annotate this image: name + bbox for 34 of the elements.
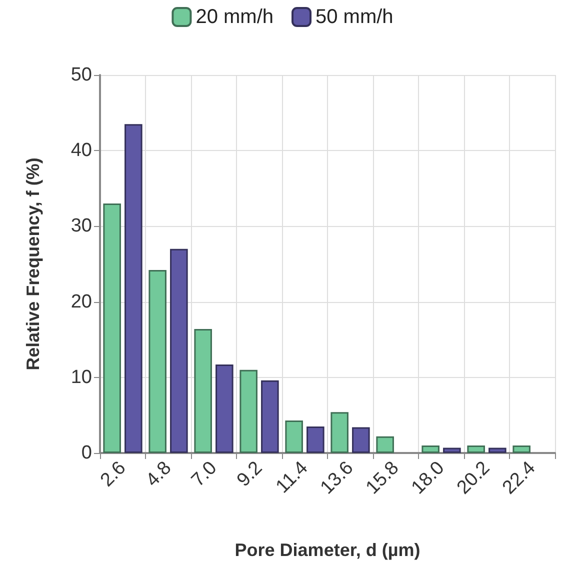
- legend-label: 50 mm/h: [316, 6, 394, 28]
- x-tick-label: 2.6: [96, 458, 130, 492]
- bar: [124, 124, 142, 453]
- y-tick-label: 20: [70, 291, 92, 312]
- x-tick-label: 11.4: [272, 458, 312, 498]
- bar: [443, 448, 461, 453]
- x-tick-label: 9.2: [233, 458, 267, 492]
- bar: [330, 412, 348, 453]
- bar: [103, 204, 121, 453]
- bar: [306, 426, 324, 453]
- bar: [488, 448, 506, 453]
- bar: [261, 380, 279, 453]
- bar: [148, 270, 166, 453]
- bar: [216, 364, 234, 453]
- bar: [194, 329, 212, 453]
- y-tick-label: 10: [70, 366, 92, 388]
- x-tick-label: 7.0: [188, 458, 222, 492]
- y-tick-label: 50: [70, 64, 92, 86]
- bar: [512, 445, 530, 453]
- bar: [352, 427, 370, 453]
- bar: [422, 445, 440, 453]
- x-axis-title: Pore Diameter, d (µm): [234, 540, 420, 560]
- y-tick-label: 0: [81, 442, 92, 464]
- bar: [170, 248, 188, 453]
- y-tick-label: 30: [70, 216, 92, 237]
- x-tick-label: 18.0: [408, 458, 449, 499]
- legend-label: 20 mm/h: [196, 6, 274, 28]
- bar: [376, 436, 394, 453]
- y-tick-label: 40: [70, 140, 92, 162]
- bar: [240, 370, 258, 453]
- y-axis-title: Relative Frequency, f (%): [23, 158, 43, 370]
- bar: [467, 445, 485, 453]
- bar: [285, 420, 303, 453]
- x-tick-label: 4.8: [142, 458, 176, 492]
